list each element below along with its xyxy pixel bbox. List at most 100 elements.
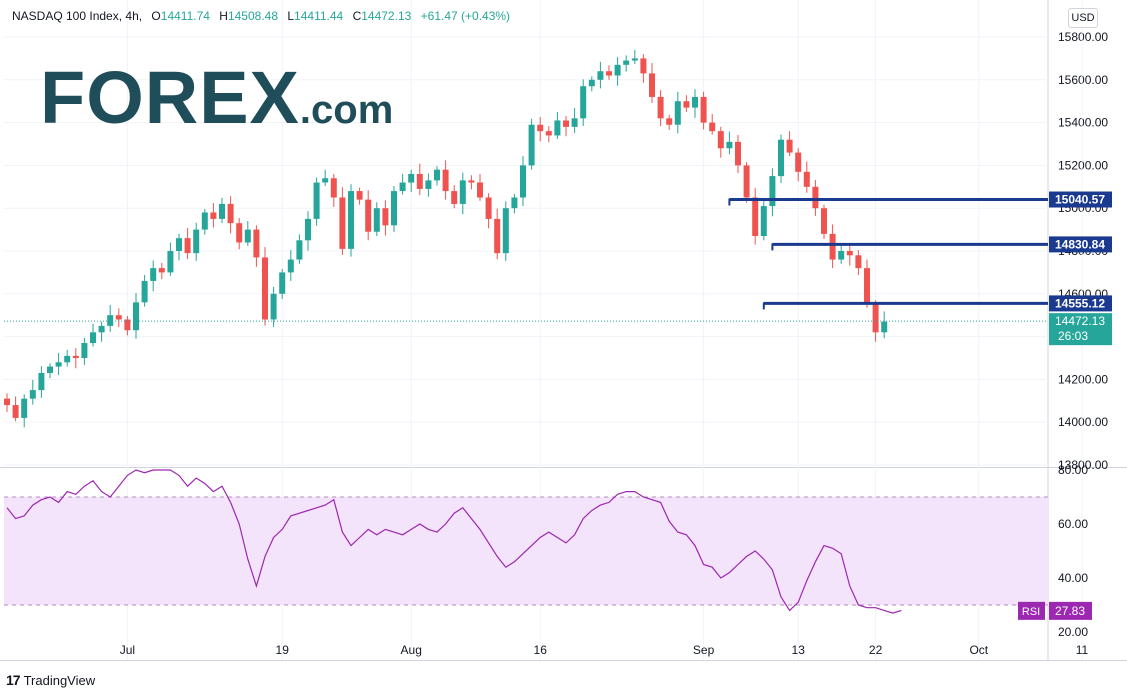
candle-down <box>821 208 827 234</box>
candle-down <box>735 141 741 166</box>
time-tick-label: Oct <box>969 643 988 657</box>
candle-up <box>580 86 587 119</box>
candle-down <box>537 124 544 132</box>
candle-up <box>881 321 888 333</box>
tradingview-icon: 17 <box>6 672 21 688</box>
candle-down <box>606 71 612 76</box>
candle-down <box>339 197 346 249</box>
candle-up <box>528 124 535 166</box>
candle-down <box>442 169 449 192</box>
candle-down <box>795 152 802 172</box>
time-tick-label: 19 <box>276 643 290 657</box>
candle-down <box>864 268 870 305</box>
last-price-label: 14472.13 <box>1055 314 1105 328</box>
candle-down <box>451 191 458 204</box>
rsi-name-tag-bg <box>1018 601 1045 620</box>
candle-down <box>262 257 268 320</box>
candle-down <box>649 73 655 97</box>
candle-up <box>219 203 225 219</box>
candle-up <box>520 165 526 198</box>
candle-down <box>494 218 501 254</box>
level-label: 15040.57 <box>1055 193 1105 207</box>
candle-up <box>29 390 36 399</box>
candle-down <box>563 120 569 127</box>
candle-up <box>305 218 311 241</box>
tradingview-label: TradingView <box>23 672 96 688</box>
candle-up <box>81 343 88 358</box>
candle-up <box>90 332 96 344</box>
candle-down <box>485 197 492 219</box>
candle-up <box>141 280 148 303</box>
candle-up <box>107 315 114 326</box>
tradingview-branding[interactable]: 17 TradingView <box>6 672 95 688</box>
candle-up <box>769 176 776 207</box>
candle-down <box>477 182 483 198</box>
candle-up <box>373 208 380 232</box>
countdown-label: 26:03 <box>1058 329 1088 343</box>
candle-up <box>623 60 630 65</box>
candle-up <box>692 96 698 108</box>
candle-down <box>416 173 423 189</box>
level-label-bg <box>1049 191 1112 208</box>
open-value: 14411.74 <box>160 9 210 23</box>
candle-down <box>743 165 750 198</box>
candle-up <box>133 302 139 331</box>
candle-up <box>571 118 578 127</box>
rsi-tick-label: 60.00 <box>1058 517 1088 531</box>
candle-down <box>640 58 647 74</box>
symbol-title: NASDAQ 100 Index, 4h, <box>12 9 143 23</box>
candle-down <box>855 255 862 269</box>
candle-up <box>554 120 561 136</box>
candle-up <box>588 79 595 87</box>
candle-up <box>270 293 277 320</box>
candle-down <box>666 118 673 125</box>
close-label: C <box>352 9 362 23</box>
currency-button[interactable]: USD <box>1068 8 1098 28</box>
candle-up <box>296 240 303 260</box>
last-price-label-bg <box>1049 313 1112 346</box>
price-tick-label: 15600.00 <box>1058 73 1108 87</box>
candle-up <box>150 268 157 281</box>
candle-down <box>330 178 337 198</box>
candle-up <box>287 259 294 273</box>
price-tick-label: 15200.00 <box>1058 158 1108 172</box>
level-label-bg <box>1049 295 1112 312</box>
logo-main: FOREX <box>40 56 300 139</box>
candle-down <box>786 139 793 153</box>
candle-up <box>55 362 62 367</box>
time-tick-label: Sep <box>693 643 715 657</box>
open-label: O <box>151 9 161 23</box>
candle-down <box>717 131 724 149</box>
price-tick-label: 15400.00 <box>1058 116 1108 130</box>
candle-down <box>253 229 260 258</box>
candle-up <box>726 141 733 149</box>
time-tick-label: Jul <box>120 643 135 657</box>
candle-up <box>98 325 105 333</box>
candle-up <box>313 182 320 219</box>
candle-down <box>683 101 690 108</box>
candle-up <box>201 212 208 230</box>
candle-down <box>812 186 819 209</box>
rsi-tick-label: 40.00 <box>1058 571 1088 585</box>
rsi-value-tag-bg <box>1049 601 1092 620</box>
candle-up <box>176 238 182 251</box>
candle-up <box>838 251 845 260</box>
rsi-line <box>6 469 902 614</box>
price-tick-label: 15800.00 <box>1058 30 1108 44</box>
candle-up <box>322 178 329 183</box>
candle-down <box>872 304 879 333</box>
low-value: 14411.44 <box>294 9 344 23</box>
candle-up <box>597 71 604 80</box>
close-value: 14472.13 <box>361 9 412 23</box>
candle-up <box>425 180 432 189</box>
candle-down <box>700 96 707 123</box>
candle-up <box>399 182 406 192</box>
price-tick-label: 14000.00 <box>1058 415 1108 429</box>
candle-up <box>631 58 638 61</box>
candle-down <box>184 238 191 254</box>
candle-up <box>244 229 251 243</box>
candle-down <box>468 180 475 183</box>
time-tick-label: 13 <box>792 643 806 657</box>
candle-up <box>674 101 681 125</box>
candle-up <box>408 173 415 183</box>
